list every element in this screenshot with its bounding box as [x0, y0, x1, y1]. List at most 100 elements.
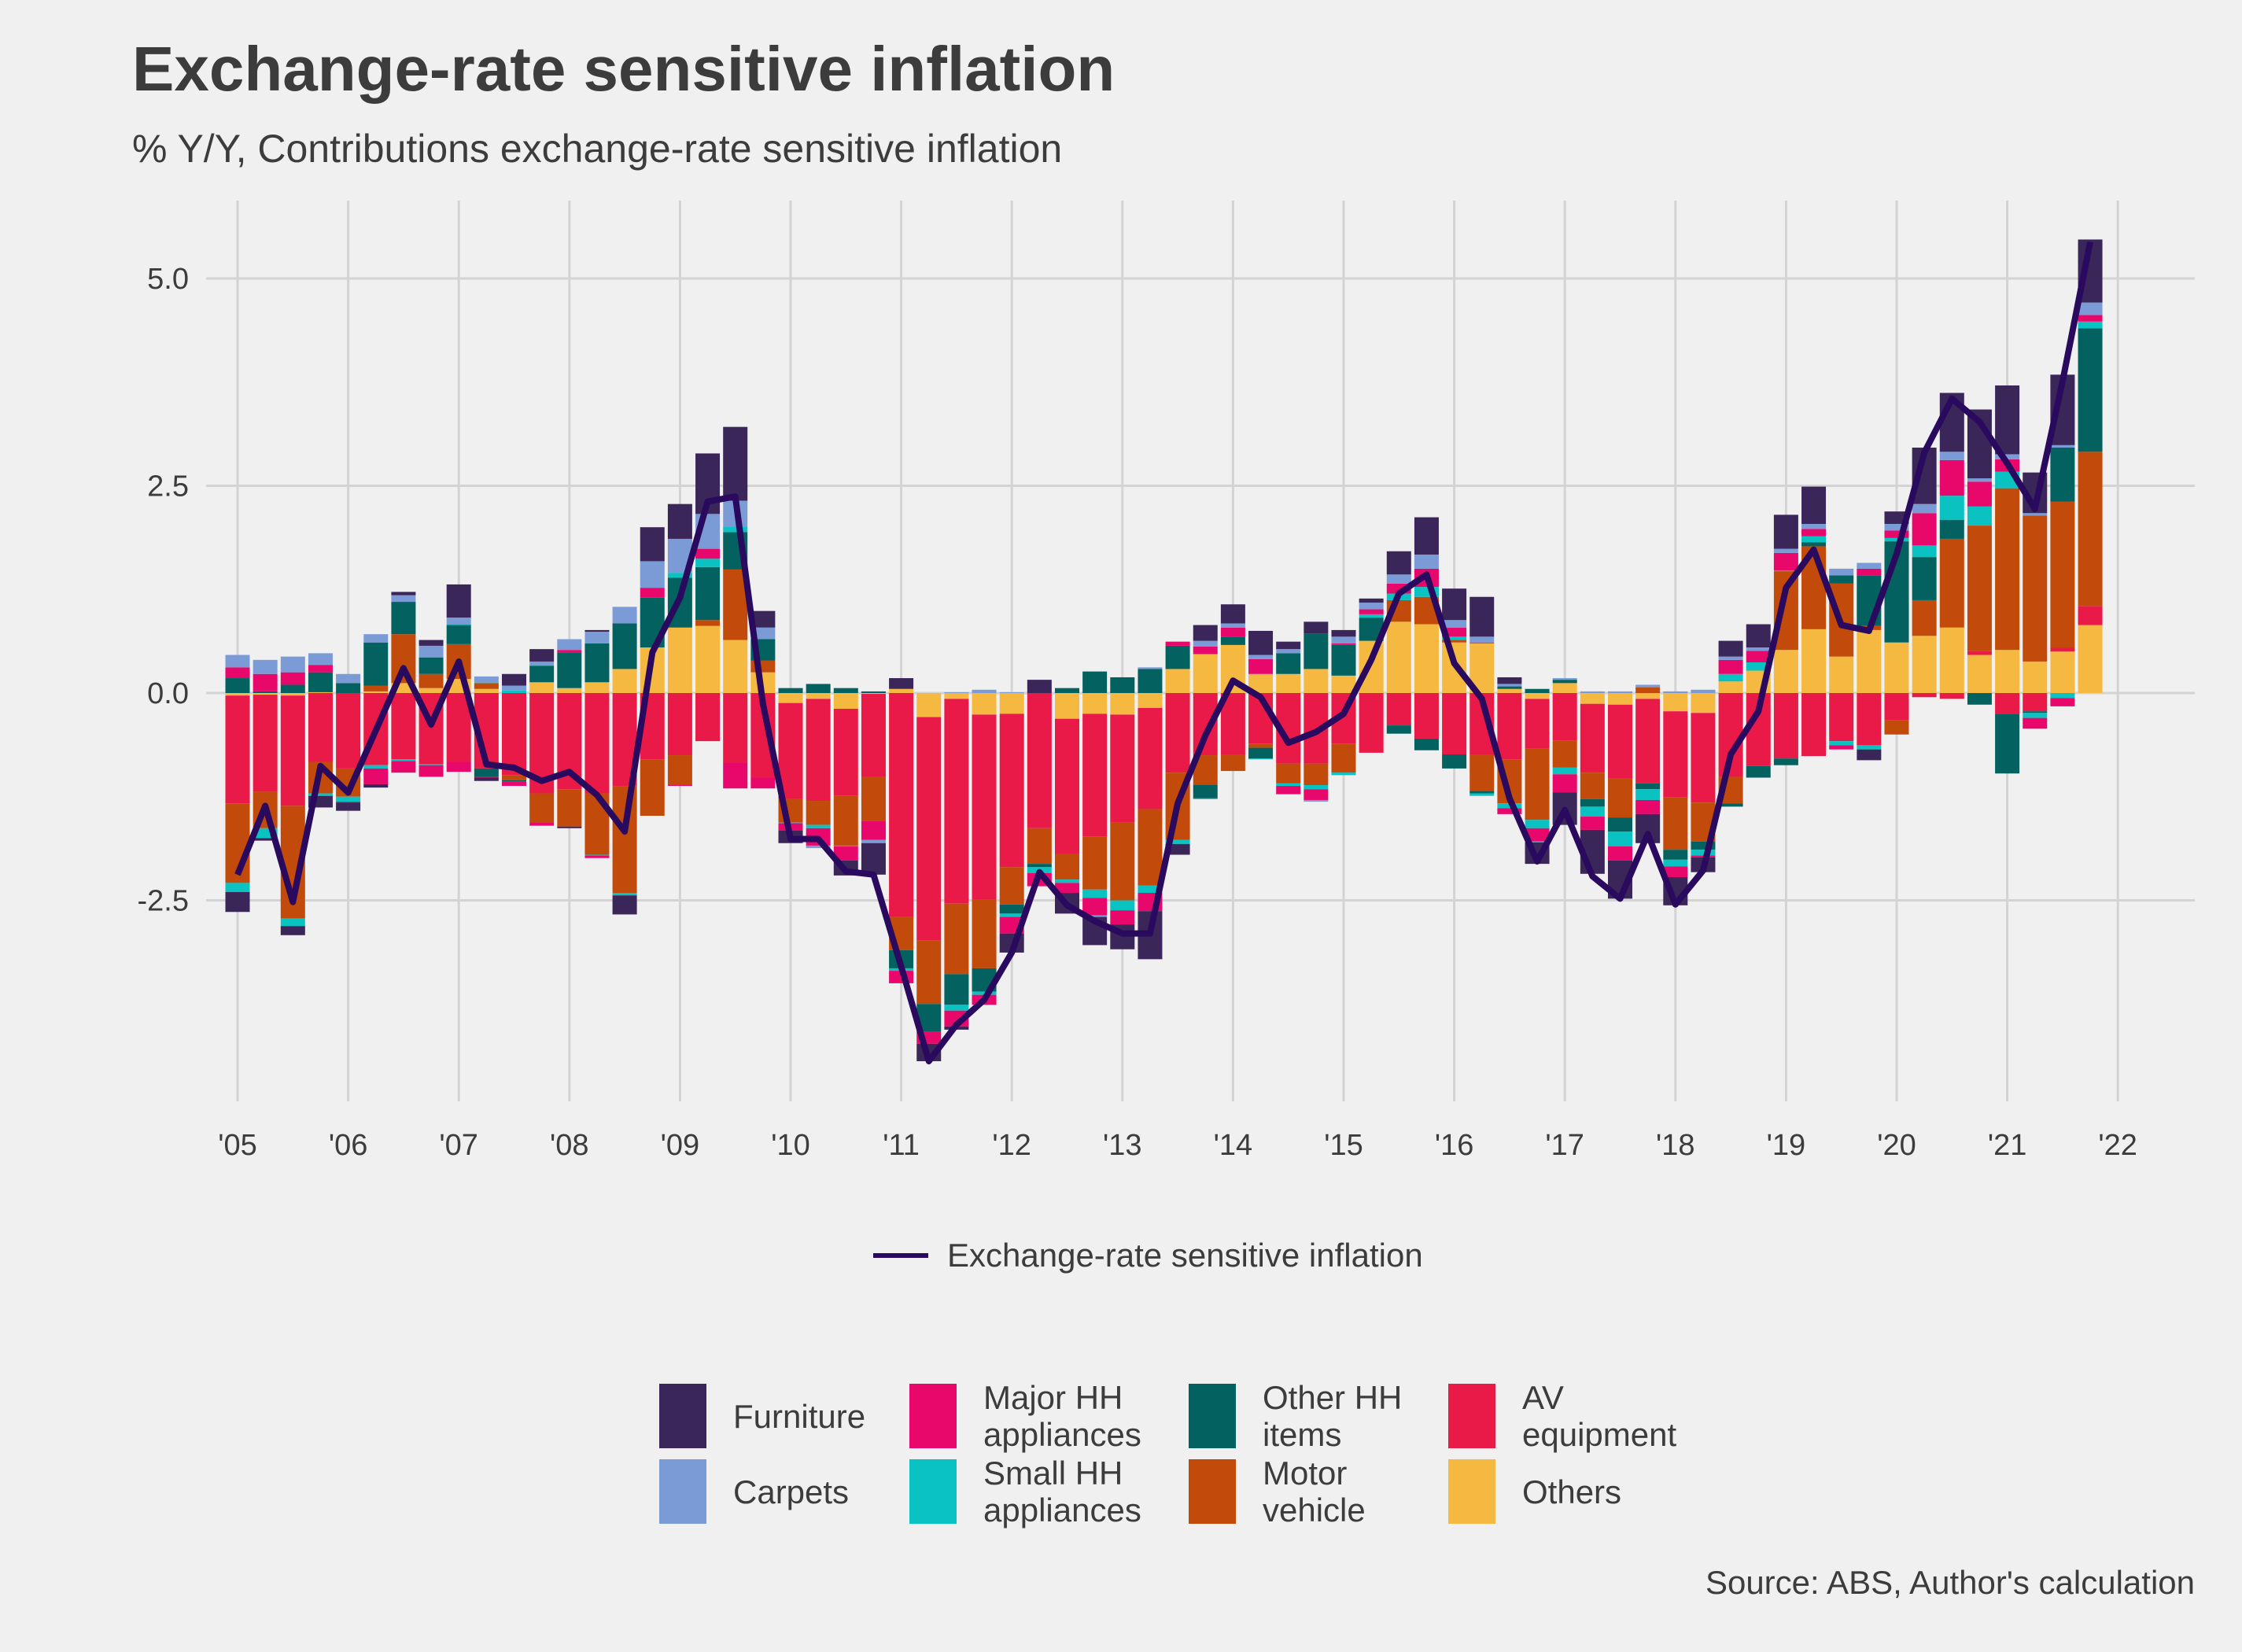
bar-segment-others [1359, 640, 1384, 693]
bar-segment-others [944, 693, 969, 699]
bar-segment-small-hh-appliances [999, 913, 1024, 917]
bar-segment-other-hh-items [308, 672, 333, 692]
bar-segment-carpets [391, 595, 416, 603]
bar-segment-other-hh-items [1746, 765, 1771, 778]
bar-segment-other-hh-items [1027, 864, 1052, 868]
bar-segment-carpets [1801, 523, 1827, 529]
bar-segment-other-hh-items [557, 652, 582, 688]
bar-segment-major-hh-appliances [1525, 828, 1550, 842]
bar-segment-furniture [1469, 596, 1495, 637]
bar-segment-av-equipment [1884, 693, 1909, 721]
bar-segment-small-hh-appliances [667, 573, 692, 578]
bar-segment-carpets [1608, 691, 1632, 693]
bar-segment-small-hh-appliances [1248, 758, 1274, 760]
bar-segment-carpets [1635, 684, 1661, 688]
bar-segment-small-hh-appliances [1525, 820, 1550, 828]
bar-segment-small-hh-appliances [1608, 832, 1632, 846]
bar-segment-other-hh-items [1386, 725, 1411, 734]
bar-segment-small-hh-appliances [972, 991, 997, 995]
bar-segment-motor-vehicle [1138, 809, 1163, 886]
bar-segment-carpets [1248, 655, 1274, 659]
bar-segment-motor-vehicle [1331, 743, 1356, 773]
bar-segment-carpets [1884, 523, 1909, 531]
legend-item-av-equipment: AV equipment [1448, 1378, 1700, 1454]
bar-segment-others [1663, 693, 1688, 712]
x-tick-label: '14 [1214, 1129, 1253, 1162]
bar-segment-other-hh-items [1082, 671, 1108, 693]
bar-segment-other-hh-items [1276, 653, 1301, 674]
bar-segment-av-equipment [999, 714, 1024, 868]
bar-segment-other-hh-items [2078, 328, 2103, 452]
bar-segment-major-hh-appliances [1331, 643, 1356, 645]
bar-segment-av-equipment [584, 693, 610, 794]
bar-segment-furniture [1386, 551, 1411, 575]
bar-segment-motor-vehicle [419, 673, 444, 688]
bar-segment-major-hh-appliances [1276, 786, 1301, 795]
bar-segment-major-hh-appliances [1580, 817, 1605, 830]
legend-key [1189, 1384, 1236, 1448]
bar-segment-motor-vehicle [916, 940, 942, 1005]
bar-segment-motor-vehicle [695, 620, 721, 626]
bar-segment-others [1497, 688, 1522, 693]
bar-segment-others [1967, 655, 1992, 693]
bar-segment-small-hh-appliances [1082, 889, 1108, 898]
bar-segment-other-hh-items [1497, 686, 1522, 689]
x-tick-label: '13 [1103, 1129, 1142, 1162]
bar-segment-small-hh-appliances [1829, 741, 1854, 746]
bar-segment-furniture [474, 777, 499, 781]
bar-segment-av-equipment [308, 693, 333, 762]
bar-segment-other-hh-items [1193, 784, 1218, 798]
bar-segment-other-hh-items [502, 780, 526, 782]
bar-segment-furniture [1027, 680, 1052, 693]
bar-segment-small-hh-appliances [695, 559, 721, 567]
bar-segment-others [1110, 693, 1135, 715]
bar-segment-small-hh-appliances [1884, 537, 1909, 542]
bar-segment-furniture [363, 784, 389, 788]
bar-segment-others [889, 688, 914, 693]
bar-segment-other-hh-items [1663, 850, 1688, 860]
total-line-layer [234, 241, 2093, 1064]
legend-label: Others [1522, 1473, 1622, 1510]
bar-segment-av-equipment [1912, 693, 1937, 698]
bar-segment-furniture [419, 640, 444, 646]
bar-segment-other-hh-items [1773, 758, 1798, 765]
bar-segment-motor-vehicle [1027, 828, 1052, 865]
x-axis-ticks: '05 '06 '07 '08 '09 '10 '11 '12 '13 '14 '15 '16 '17 '… [218, 1129, 2137, 1162]
bar-segment-others [1580, 693, 1605, 704]
bar-segment-av-equipment [1857, 693, 1882, 746]
legend-label: Motor vehicle [1263, 1455, 1366, 1528]
bar-segment-carpets [2023, 513, 2048, 516]
bar-segment-motor-vehicle [1663, 797, 1688, 850]
bar-segment-other-hh-items [1995, 714, 2020, 774]
bar-segment-others [861, 693, 886, 695]
bar-segment-furniture [1193, 625, 1218, 641]
bar-segment-carpets [557, 639, 582, 651]
bar-segment-others [419, 688, 444, 693]
bar-segment-others [1386, 621, 1411, 693]
bar-segment-other-hh-items [1469, 791, 1495, 794]
bar-segment-small-hh-appliances [280, 918, 305, 927]
bar-segment-furniture [529, 649, 555, 662]
bar-segment-other-hh-items [1331, 644, 1356, 676]
total-inflation-line [234, 241, 2093, 1064]
bar-segment-small-hh-appliances [1746, 662, 1771, 671]
bar-segment-furniture [584, 629, 610, 632]
source-note: Source: ABS, Author's calculation [1705, 1564, 2195, 1601]
bar-segment-others [2050, 651, 2075, 693]
bar-segment-motor-vehicle [1442, 640, 1467, 643]
bar-segment-other-hh-items [1939, 519, 1964, 539]
bar-segment-carpets [419, 645, 444, 658]
bar-segment-furniture [861, 843, 886, 875]
line-legend-label: Exchange-rate sensitive inflation [947, 1237, 1423, 1274]
bar-segment-av-equipment [1027, 693, 1052, 828]
bar-segment-av-equipment [1801, 693, 1827, 757]
bar-segment-other-hh-items [944, 974, 969, 1005]
bar-segment-small-hh-appliances [363, 765, 389, 769]
legend-key [659, 1459, 706, 1524]
legend-item-motor-vehicle: Motor vehicle [1189, 1454, 1448, 1529]
bar-segment-carpets [474, 676, 499, 683]
bar-segment-other-hh-items [1718, 803, 1743, 807]
bar-segment-others [1939, 627, 1964, 693]
bar-segment-motor-vehicle [1276, 763, 1301, 784]
